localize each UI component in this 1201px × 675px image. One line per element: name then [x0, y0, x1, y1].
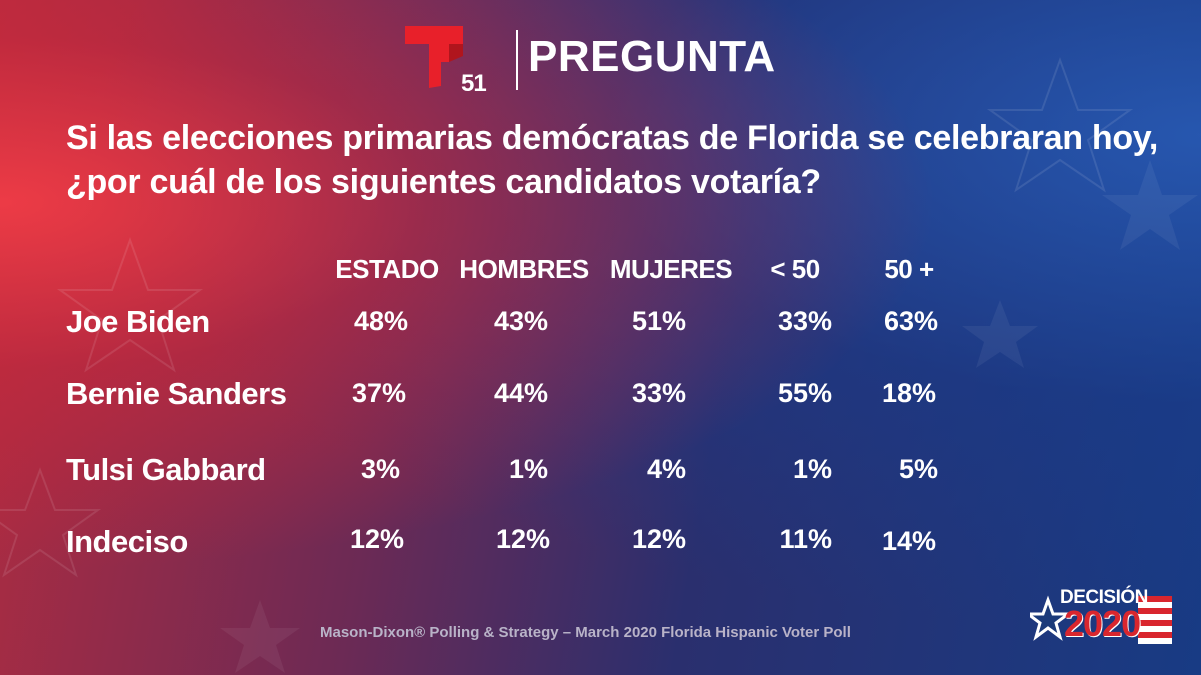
cell-sanders-under-50: 55%	[777, 378, 832, 408]
question-line-2: ¿por cuál de los siguientes candidatos v…	[66, 163, 821, 201]
cell-indeciso-estado: 12%	[349, 524, 404, 554]
column-header-50-plus: 50 +	[884, 254, 934, 284]
decision-2020-badge: DECISIÓN 2020	[1030, 586, 1176, 648]
cell-biden-under-50: 33%	[777, 306, 832, 336]
logo-divider	[516, 30, 518, 90]
row-label-indeciso: Indeciso	[66, 524, 188, 559]
row-label-sanders: Bernie Sanders	[66, 376, 287, 411]
row-label-biden: Joe Biden	[66, 304, 210, 339]
badge-year-text: 2020	[1064, 603, 1141, 644]
cell-biden-hombres: 43%	[493, 306, 548, 336]
cell-sanders-estado: 37%	[351, 378, 406, 408]
cell-biden-mujeres: 51%	[631, 306, 686, 336]
cell-gabbard-hombres: 1%	[508, 454, 548, 484]
channel-number: 51	[461, 70, 487, 97]
column-header-mujeres: MUJERES	[609, 254, 733, 284]
page-title: PREGUNTA	[528, 32, 776, 81]
cell-indeciso-mujeres: 12%	[631, 524, 686, 554]
source-note: Mason-Dixon® Polling & Strategy – March …	[320, 624, 851, 641]
cell-indeciso-hombres: 12%	[495, 524, 550, 554]
cell-gabbard-mujeres: 4%	[646, 454, 686, 484]
telemundo-t-icon	[405, 26, 463, 88]
cell-gabbard-50-plus: 5%	[898, 454, 938, 484]
flag-star-icon	[1030, 595, 1172, 644]
badge-top-text: DECISIÓN	[1060, 587, 1148, 608]
cell-biden-50-plus: 63%	[883, 306, 938, 336]
question-line-1: Si las elecciones primarias demócratas d…	[66, 119, 1159, 157]
cell-gabbard-under-50: 1%	[792, 454, 832, 484]
cell-sanders-hombres: 44%	[493, 378, 548, 408]
row-label-gabbard: Tulsi Gabbard	[66, 452, 266, 487]
cell-sanders-50-plus: 18%	[881, 378, 936, 408]
cell-biden-estado: 48%	[353, 306, 408, 336]
cell-indeciso-50-plus: 14%	[881, 526, 936, 556]
cell-sanders-mujeres: 33%	[631, 378, 686, 408]
column-header-hombres: HOMBRES	[459, 254, 589, 284]
poll-question: Si las elecciones primarias demócratas d…	[66, 116, 1166, 204]
column-header-estado: ESTADO	[335, 254, 439, 284]
cell-gabbard-estado: 3%	[360, 454, 400, 484]
column-header-under-50: < 50	[770, 254, 820, 284]
cell-indeciso-under-50: 11%	[779, 524, 832, 554]
